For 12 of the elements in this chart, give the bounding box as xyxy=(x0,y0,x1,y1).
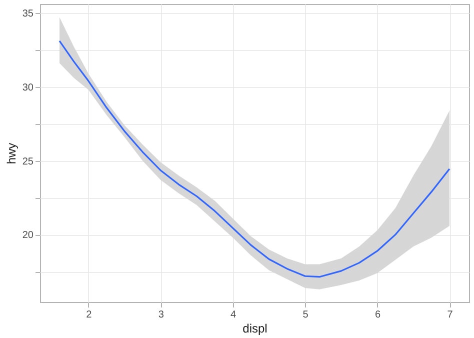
x-tick-label: 7 xyxy=(447,310,454,320)
y-tick-label: 20 xyxy=(22,230,34,242)
x-tick-label: 3 xyxy=(158,310,164,320)
x-tick-label: 6 xyxy=(374,310,381,320)
x-axis-title: displ xyxy=(242,322,268,336)
x-tick-label: 5 xyxy=(302,310,309,320)
y-tick-label: 25 xyxy=(22,156,34,168)
y-tick-label: 35 xyxy=(22,8,34,20)
y-tick-label: 30 xyxy=(22,82,34,94)
y-axis-title: hwy xyxy=(4,142,18,164)
x-tick-label: 2 xyxy=(86,310,92,320)
x-tick-label: 4 xyxy=(230,310,237,320)
